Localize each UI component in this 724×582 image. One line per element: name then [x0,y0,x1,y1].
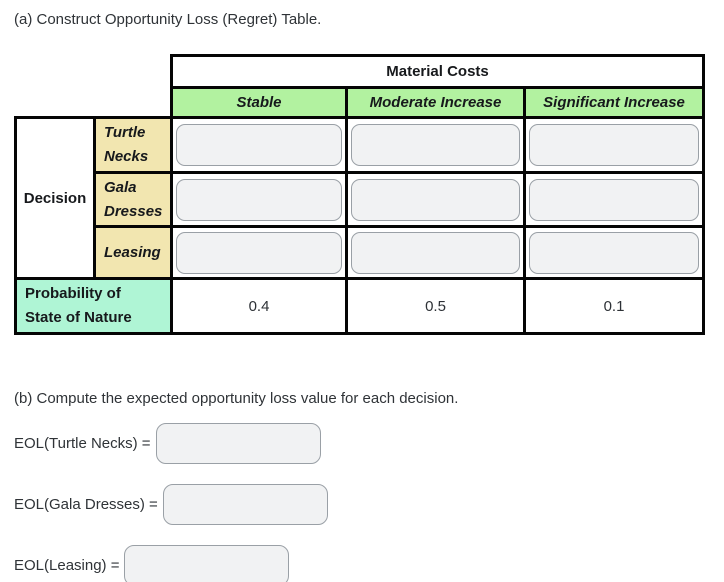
column-header-significant-increase: Significant Increase [522,86,706,119]
regret-input-turtle-necks-significant[interactable] [529,124,700,166]
regret-input-gala-dresses-moderate[interactable] [351,178,520,221]
spacer-cell [16,56,172,88]
eol-row-gala-dresses: EOL(Gala Dresses) = [14,484,724,525]
opportunity-loss-table: Material Costs Stable Moderate Increase … [14,54,706,335]
row-label-turtle-necks: Turtle Necks [93,116,173,174]
regret-cell [170,116,348,174]
regret-input-turtle-necks-moderate[interactable] [351,124,520,166]
section-a-title: (a) Construct Opportunity Loss (Regret) … [14,11,322,28]
regret-input-leasing-significant[interactable] [529,231,700,274]
eol-gala-dresses-label: EOL(Gala Dresses) = [14,496,158,513]
probability-row-label-text: Probability of State of Nature [25,285,132,326]
eol-turtle-necks-label: EOL(Turtle Necks) = [14,435,151,452]
material-costs-header: Material Costs [169,54,706,89]
column-header-moderate-increase: Moderate Increase [345,86,526,119]
eol-gala-dresses-input[interactable] [162,484,328,525]
probability-value-moderate: 0.5 [345,277,526,335]
eol-row-leasing: EOL(Leasing) = [14,545,724,582]
eol-leasing-label: EOL(Leasing) = [14,557,120,574]
section-b-title: (b) Compute the expected opportunity los… [14,390,459,407]
regret-cell [522,171,706,228]
regret-cell [170,171,348,228]
eol-leasing-input[interactable] [124,545,290,582]
row-label-text: Leasing [104,243,161,261]
section-b: (b) Compute the expected opportunity los… [14,389,724,582]
eol-turtle-necks-input[interactable] [155,423,321,464]
table-row-leasing: Leasing [16,225,706,280]
table-row-turtle-necks: Decision Turtle Necks [14,116,706,280]
decision-group-label: Decision [14,116,96,280]
spacer-cell [16,88,172,118]
table-row-gala-dresses: Gala Dresses [16,171,706,228]
regret-cell [345,116,526,174]
row-label-gala-dresses: Gala Dresses [93,171,173,228]
regret-cell [522,225,706,280]
regret-input-turtle-necks-stable[interactable] [176,124,342,166]
probability-value-stable: 0.4 [170,277,348,335]
column-header-stable: Stable [170,86,348,119]
probability-row-label: Probability of State of Nature [14,277,173,335]
column-header-row: Stable Moderate Increase Significant Inc… [16,86,706,119]
eol-row-turtle-necks: EOL(Turtle Necks) = [14,423,724,464]
row-label-text: Gala Dresses [104,178,163,220]
regret-cell [345,171,526,228]
regret-cell [170,225,348,280]
regret-cell [522,116,706,174]
regret-input-gala-dresses-significant[interactable] [529,178,700,221]
row-label-leasing: Leasing [93,225,173,280]
material-costs-row: Material Costs [16,54,706,89]
row-label-text: Turtle Necks [104,124,149,165]
regret-input-leasing-stable[interactable] [176,231,342,274]
probability-row: Probability of State of Nature 0.4 0.5 0… [14,277,706,335]
regret-input-leasing-moderate[interactable] [351,231,520,274]
probability-value-significant: 0.1 [522,277,706,335]
regret-cell [345,225,526,280]
regret-input-gala-dresses-stable[interactable] [176,178,342,221]
